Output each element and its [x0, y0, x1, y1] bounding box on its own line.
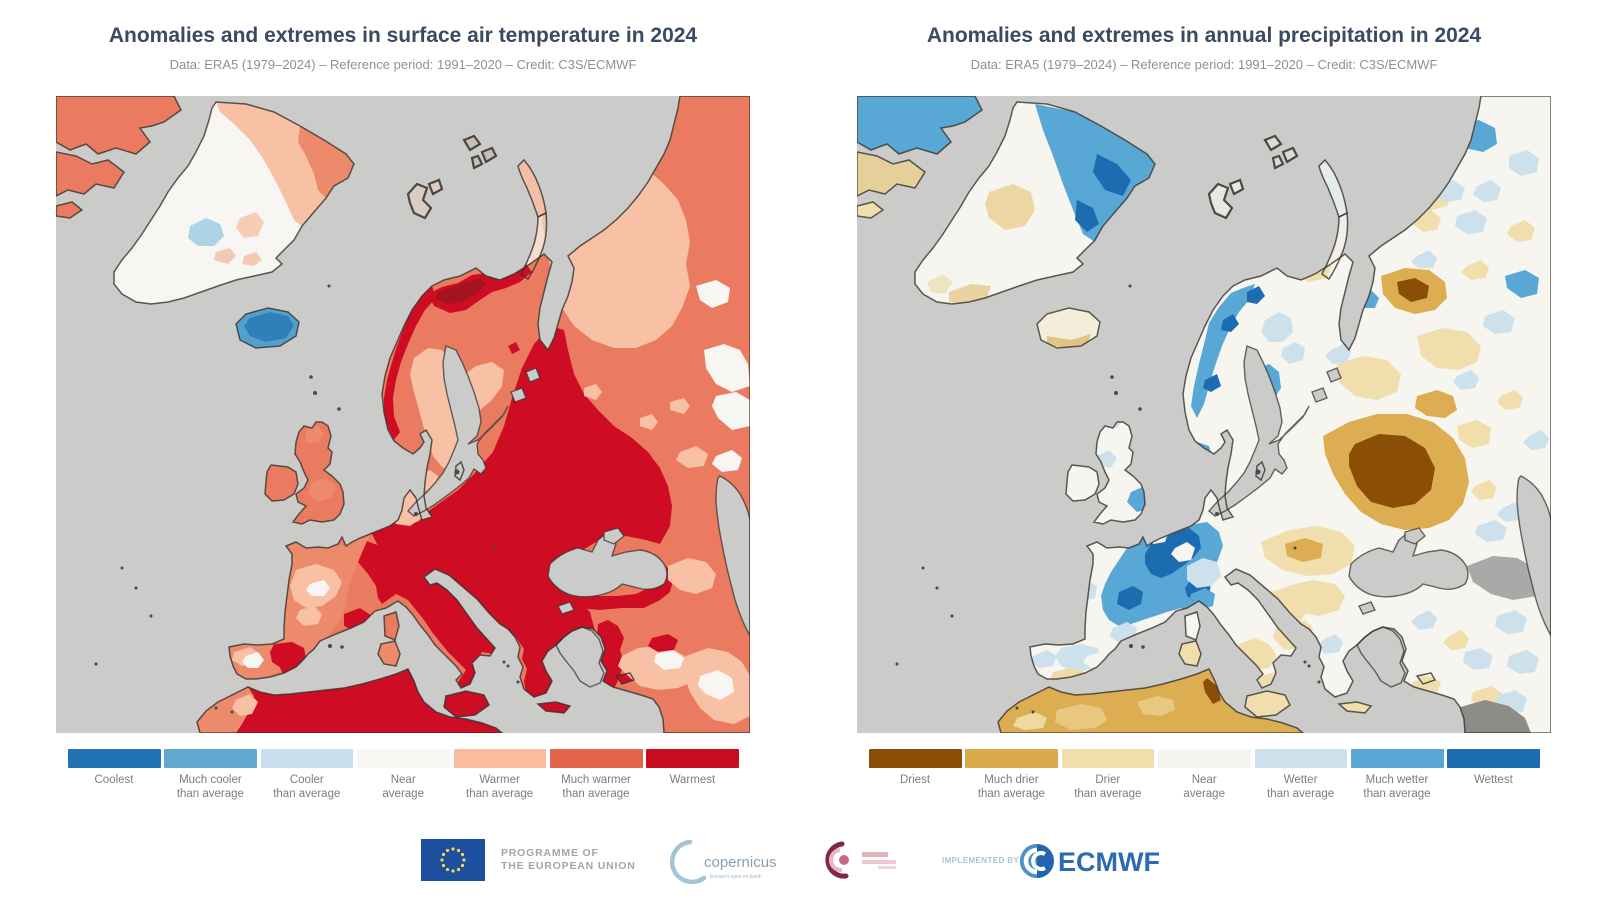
svg-text:Europe's eyes on Earth: Europe's eyes on Earth [710, 874, 762, 880]
svg-text:copernicus: copernicus [704, 854, 777, 871]
svg-text:ECMWF: ECMWF [1058, 847, 1160, 877]
